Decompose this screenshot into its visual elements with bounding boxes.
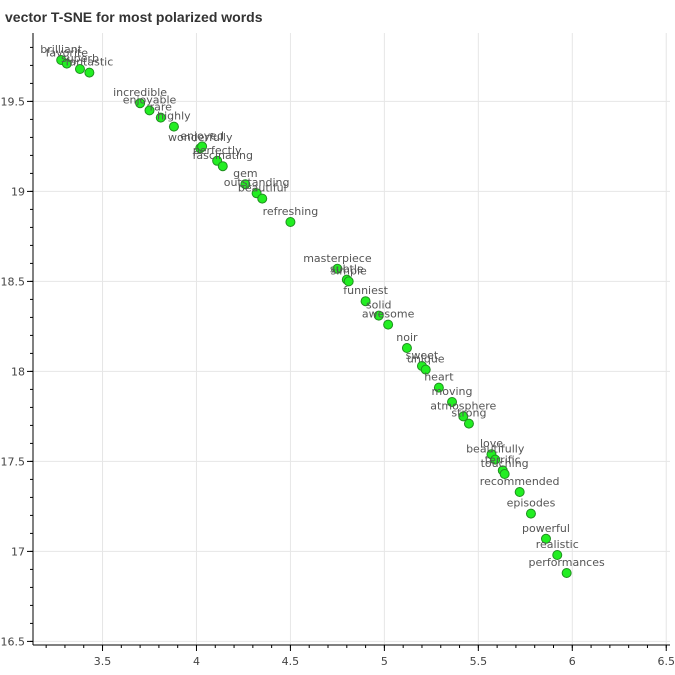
x-tick-label: 5	[381, 655, 388, 668]
point-label: sweet	[406, 349, 439, 362]
data-point	[84, 67, 95, 78]
data-point	[135, 98, 146, 109]
point-label: rare	[150, 101, 173, 114]
grid-lines	[33, 33, 670, 645]
data-point	[61, 58, 72, 69]
x-tick-label: 3.5	[94, 655, 112, 668]
data-point	[525, 508, 536, 519]
data-point	[240, 179, 251, 190]
point-label: solid	[366, 299, 392, 312]
tick-marks	[27, 46, 667, 651]
data-point	[197, 141, 208, 152]
point-label: terrific	[485, 453, 521, 466]
point-label: fantastic	[65, 56, 113, 69]
y-tick-label: 19	[11, 185, 25, 198]
point-label: incredible	[113, 86, 167, 99]
point-label: beautiful	[238, 182, 287, 195]
data-point	[540, 533, 551, 544]
point-label: simple	[331, 264, 368, 277]
point-label: touching	[481, 457, 529, 470]
data-point	[343, 276, 354, 287]
x-tick-label: 5.5	[470, 655, 488, 668]
point-label: strong	[451, 407, 486, 420]
data-point	[383, 319, 394, 330]
point-label: gem	[233, 167, 257, 180]
x-tick-label: 4.5	[282, 655, 300, 668]
point-label: wonderfully	[168, 131, 233, 144]
point-label: love	[480, 437, 503, 450]
y-tick-label: 18.5	[1, 275, 26, 288]
point-label: funniest	[343, 284, 388, 297]
data-point	[490, 454, 501, 465]
data-point	[74, 64, 85, 74]
point-label: perfectly	[193, 144, 242, 157]
data-point	[360, 296, 371, 307]
x-tick-label: 4	[193, 655, 200, 668]
axes	[32, 33, 670, 646]
y-tick-label: 17	[11, 545, 25, 558]
data-point	[373, 310, 384, 321]
y-tick-label: 17.5	[1, 455, 26, 468]
data-point	[168, 121, 179, 132]
point-label: favorite	[46, 47, 89, 60]
data-point	[433, 382, 444, 393]
data-point	[499, 469, 510, 479]
y-tick-label: 16.5	[1, 635, 26, 648]
data-points	[56, 55, 572, 578]
data-point	[285, 217, 296, 227]
point-label: episodes	[507, 497, 556, 510]
data-point	[561, 568, 572, 578]
x-tick-label: 6.5	[657, 655, 675, 668]
data-point	[420, 364, 431, 375]
data-point	[257, 193, 268, 204]
point-label: brilliant	[40, 43, 82, 56]
point-label: atmosphere	[430, 399, 496, 412]
point-label: fascinating	[193, 149, 253, 162]
point-label: performances	[529, 556, 605, 569]
point-label: realistic	[536, 538, 579, 551]
point-label: unique	[407, 353, 445, 366]
point-label: recommended	[480, 475, 560, 488]
point-label: moving	[432, 385, 473, 398]
data-point	[144, 105, 155, 116]
x-tick-label: 6	[569, 655, 576, 668]
point-label: enjoyed	[180, 129, 224, 142]
point-label: noir	[396, 331, 418, 344]
chart-title: vector T-SNE for most polarized words	[5, 9, 263, 25]
data-point	[401, 343, 412, 353]
data-point	[514, 487, 525, 497]
point-label: superb	[61, 52, 99, 65]
point-label: awesome	[362, 308, 415, 321]
data-point	[155, 112, 166, 123]
data-point	[463, 418, 474, 429]
point-label: heart	[424, 371, 454, 384]
data-point	[332, 263, 343, 274]
point-label: beautifully	[466, 443, 525, 456]
point-label: highly	[157, 110, 191, 123]
y-tick-label: 19.5	[1, 95, 26, 108]
point-label: powerful	[522, 522, 570, 535]
point-label: masterpiece	[303, 252, 372, 265]
tick-labels: 3.5 4 4.5 5 5.5 6 6.5 16.5 17 17.5 18 18.5 19 19.5	[1, 95, 675, 668]
point-label: refreshing	[263, 205, 319, 218]
point-label: outstanding	[224, 176, 290, 189]
y-tick-label: 18	[11, 365, 25, 378]
point-label: enjoyable	[123, 93, 177, 106]
data-point	[217, 161, 228, 172]
point-label: subtle	[330, 263, 364, 276]
data-point	[447, 397, 458, 407]
data-point	[458, 411, 469, 422]
data-point	[552, 550, 563, 560]
